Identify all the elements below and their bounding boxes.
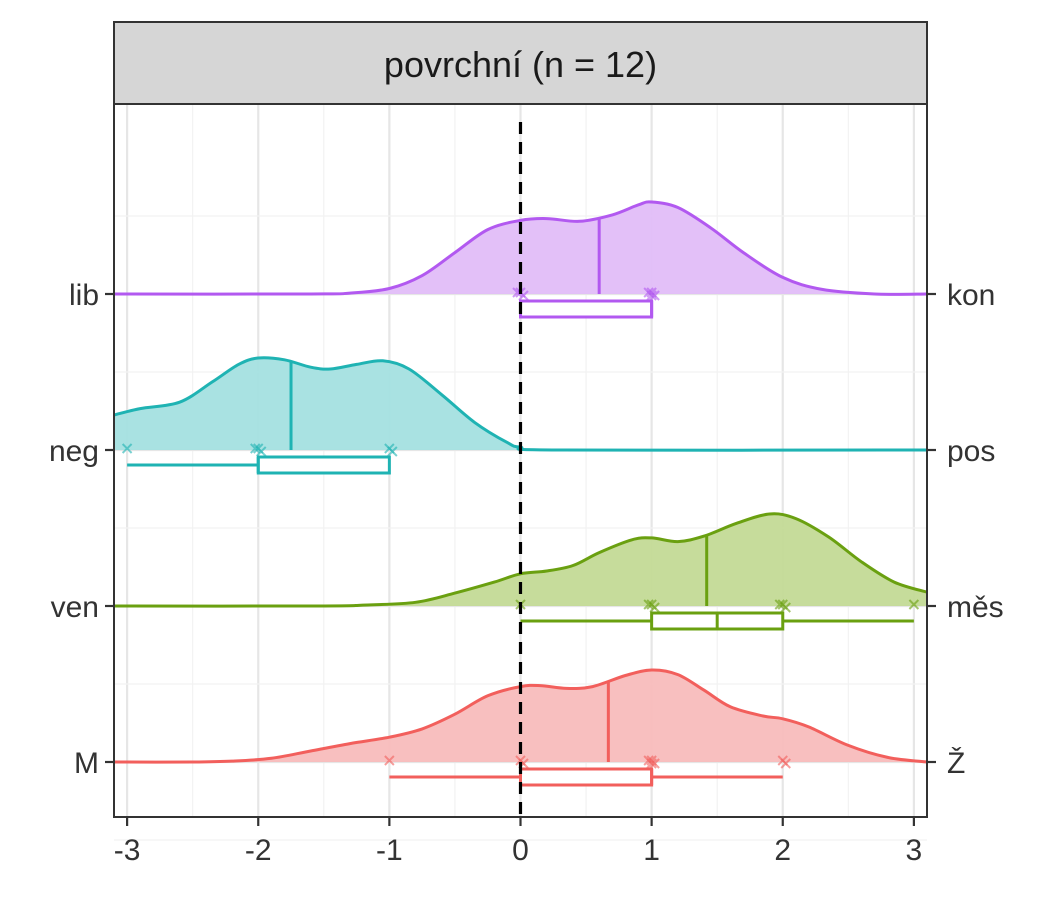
data-point bbox=[256, 446, 267, 457]
x-tick-label: 3 bbox=[906, 834, 923, 867]
data-point-stroke bbox=[250, 443, 261, 454]
data-point bbox=[384, 755, 395, 766]
x-tick-label: -3 bbox=[114, 834, 141, 867]
density-fill bbox=[114, 357, 927, 451]
data-point bbox=[649, 290, 660, 301]
data-point bbox=[774, 599, 785, 610]
data-point bbox=[649, 602, 660, 613]
density-fill bbox=[114, 669, 927, 763]
data-point-stroke bbox=[780, 602, 791, 613]
x-tick-label: -1 bbox=[376, 834, 403, 867]
x-tick-label: 1 bbox=[643, 834, 660, 867]
data-point bbox=[908, 599, 920, 610]
y-tick-label-right: Ž bbox=[947, 747, 965, 780]
data-point-stroke bbox=[646, 758, 657, 769]
box-iqr bbox=[519, 767, 654, 787]
density-curve bbox=[113, 512, 928, 608]
facet-strip: povrchní (n = 12) bbox=[113, 21, 928, 105]
data-point-stroke bbox=[649, 290, 660, 301]
data-point-stroke bbox=[774, 599, 785, 610]
facet-strip-title: povrchní (n = 12) bbox=[384, 44, 657, 85]
data-point-stroke bbox=[908, 599, 920, 610]
data-point-stroke bbox=[256, 446, 267, 457]
y-tick-label-right: pos bbox=[947, 435, 995, 468]
density-fill bbox=[114, 513, 927, 607]
y-tick-label-left: lib bbox=[69, 279, 99, 312]
x-axis: -3 -2 -1 0 1 2 3 bbox=[114, 817, 922, 867]
plot-area bbox=[113, 103, 928, 841]
data-point bbox=[387, 446, 398, 457]
y-tick-label-left: neg bbox=[49, 435, 99, 468]
density-curve bbox=[113, 200, 928, 296]
data-point bbox=[780, 602, 791, 613]
x-tick-label: 2 bbox=[774, 834, 791, 867]
data-point bbox=[250, 443, 261, 454]
y-tick-label-right: měs bbox=[947, 591, 1004, 624]
data-point-stroke bbox=[121, 443, 133, 454]
density-curve bbox=[113, 668, 928, 764]
data-point bbox=[780, 758, 791, 769]
series-ven-měs bbox=[113, 512, 928, 631]
data-point bbox=[643, 599, 654, 610]
x-tick-label: -2 bbox=[245, 834, 272, 867]
y-tick-label-left: ven bbox=[51, 591, 99, 624]
data-point bbox=[649, 758, 660, 769]
data-point-stroke bbox=[780, 758, 791, 769]
data-point-stroke bbox=[649, 758, 660, 769]
data-point bbox=[646, 758, 657, 769]
box-iqr bbox=[519, 299, 654, 319]
series-M-Ž bbox=[113, 668, 928, 787]
box-iqr bbox=[256, 455, 391, 475]
facet-strip-background bbox=[113, 21, 928, 105]
y-tick-label-right: kon bbox=[947, 279, 995, 312]
data-point-stroke bbox=[384, 755, 395, 766]
data-point bbox=[646, 290, 657, 301]
data-point-stroke bbox=[518, 290, 529, 301]
data-point-stroke bbox=[643, 599, 654, 610]
data-point-stroke bbox=[646, 290, 657, 301]
data-point-stroke bbox=[649, 602, 660, 613]
data-point bbox=[121, 443, 133, 454]
y-tick-label-left: M bbox=[74, 747, 99, 780]
data-point-stroke bbox=[387, 446, 398, 457]
x-tick-label: 0 bbox=[512, 834, 529, 867]
